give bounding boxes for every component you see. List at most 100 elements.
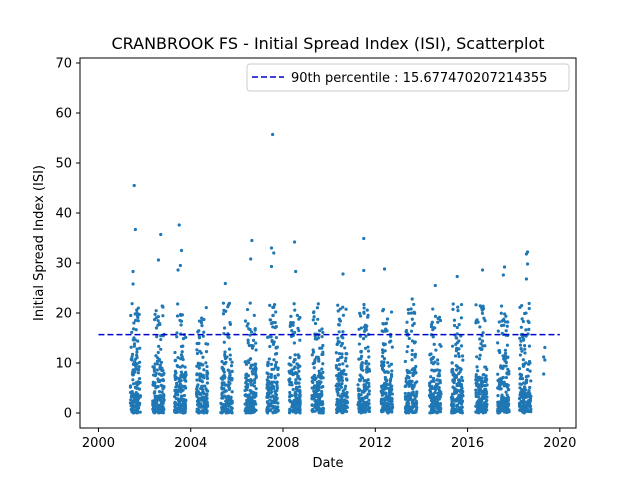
data-point <box>478 325 482 329</box>
data-point <box>201 363 205 367</box>
data-point <box>474 391 478 395</box>
data-point <box>357 406 361 410</box>
data-point <box>223 383 227 387</box>
data-point <box>338 319 343 323</box>
data-point <box>321 330 325 335</box>
x-tick-label: 2016 <box>451 436 484 451</box>
data-point <box>452 386 456 390</box>
data-point <box>196 361 200 365</box>
data-point <box>483 319 487 323</box>
data-point <box>132 344 136 348</box>
data-point <box>479 342 483 346</box>
data-point <box>158 398 162 402</box>
data-point <box>389 362 394 366</box>
data-point <box>485 367 489 372</box>
data-point <box>343 359 348 363</box>
data-point <box>204 405 208 409</box>
data-point <box>312 315 316 319</box>
data-point <box>410 352 414 357</box>
data-point <box>528 385 532 390</box>
data-point <box>484 374 488 378</box>
data-point <box>204 306 208 310</box>
data-point <box>132 336 136 340</box>
data-point <box>298 338 302 342</box>
data-point <box>132 321 136 325</box>
data-point <box>272 367 276 371</box>
data-point <box>520 349 524 353</box>
data-point <box>504 390 508 394</box>
data-point <box>337 363 342 367</box>
data-point <box>497 380 501 384</box>
data-point <box>132 183 136 188</box>
data-point <box>202 410 206 415</box>
data-point <box>525 367 530 372</box>
data-point <box>528 392 532 396</box>
data-point <box>380 393 384 397</box>
data-point <box>162 408 166 412</box>
data-point <box>221 312 226 316</box>
x-axis-label: Date <box>312 456 343 471</box>
data-point <box>129 401 133 405</box>
data-point <box>265 371 269 375</box>
data-point <box>341 272 345 276</box>
data-point <box>152 369 156 373</box>
data-point <box>364 334 368 338</box>
data-point <box>129 357 133 361</box>
data-point <box>129 398 133 402</box>
data-point <box>156 350 160 355</box>
data-point <box>526 319 530 323</box>
data-point <box>476 369 480 373</box>
data-point <box>359 365 363 370</box>
data-point <box>317 397 321 401</box>
data-point <box>528 409 532 413</box>
data-point <box>136 315 140 320</box>
data-point <box>294 408 299 413</box>
data-point <box>269 362 274 366</box>
data-point <box>358 399 362 403</box>
data-point <box>406 394 410 398</box>
data-point <box>334 351 338 355</box>
data-point <box>134 408 138 412</box>
data-point <box>230 409 234 413</box>
data-point <box>153 390 157 394</box>
data-point <box>339 334 344 338</box>
data-point <box>179 323 183 327</box>
data-point <box>200 395 204 399</box>
data-point <box>390 399 394 403</box>
data-point <box>181 373 185 377</box>
data-point <box>248 404 252 408</box>
data-point <box>450 344 455 348</box>
data-point <box>312 385 316 390</box>
data-point <box>131 373 135 377</box>
data-point <box>407 401 411 406</box>
data-point <box>292 357 297 362</box>
data-point <box>366 313 370 317</box>
data-point <box>204 350 209 354</box>
data-point <box>196 410 200 415</box>
data-point <box>433 283 437 288</box>
data-point <box>506 398 510 402</box>
data-point <box>271 342 276 346</box>
data-point <box>450 402 454 406</box>
data-point <box>456 395 461 399</box>
data-point <box>223 355 227 359</box>
data-point <box>436 362 440 366</box>
data-point <box>292 240 297 244</box>
data-point <box>183 407 188 411</box>
data-point <box>407 384 411 388</box>
data-point <box>311 361 315 366</box>
data-point <box>429 322 434 327</box>
data-point <box>227 335 231 340</box>
data-point <box>367 398 371 402</box>
data-point <box>293 390 297 394</box>
data-point <box>433 326 437 330</box>
data-point <box>136 306 140 310</box>
data-point <box>363 346 368 350</box>
data-point <box>451 367 455 371</box>
data-point <box>390 402 394 407</box>
data-point <box>335 410 339 415</box>
data-point <box>196 383 200 387</box>
data-point <box>335 400 339 404</box>
data-point <box>363 396 367 400</box>
data-point <box>507 402 511 406</box>
